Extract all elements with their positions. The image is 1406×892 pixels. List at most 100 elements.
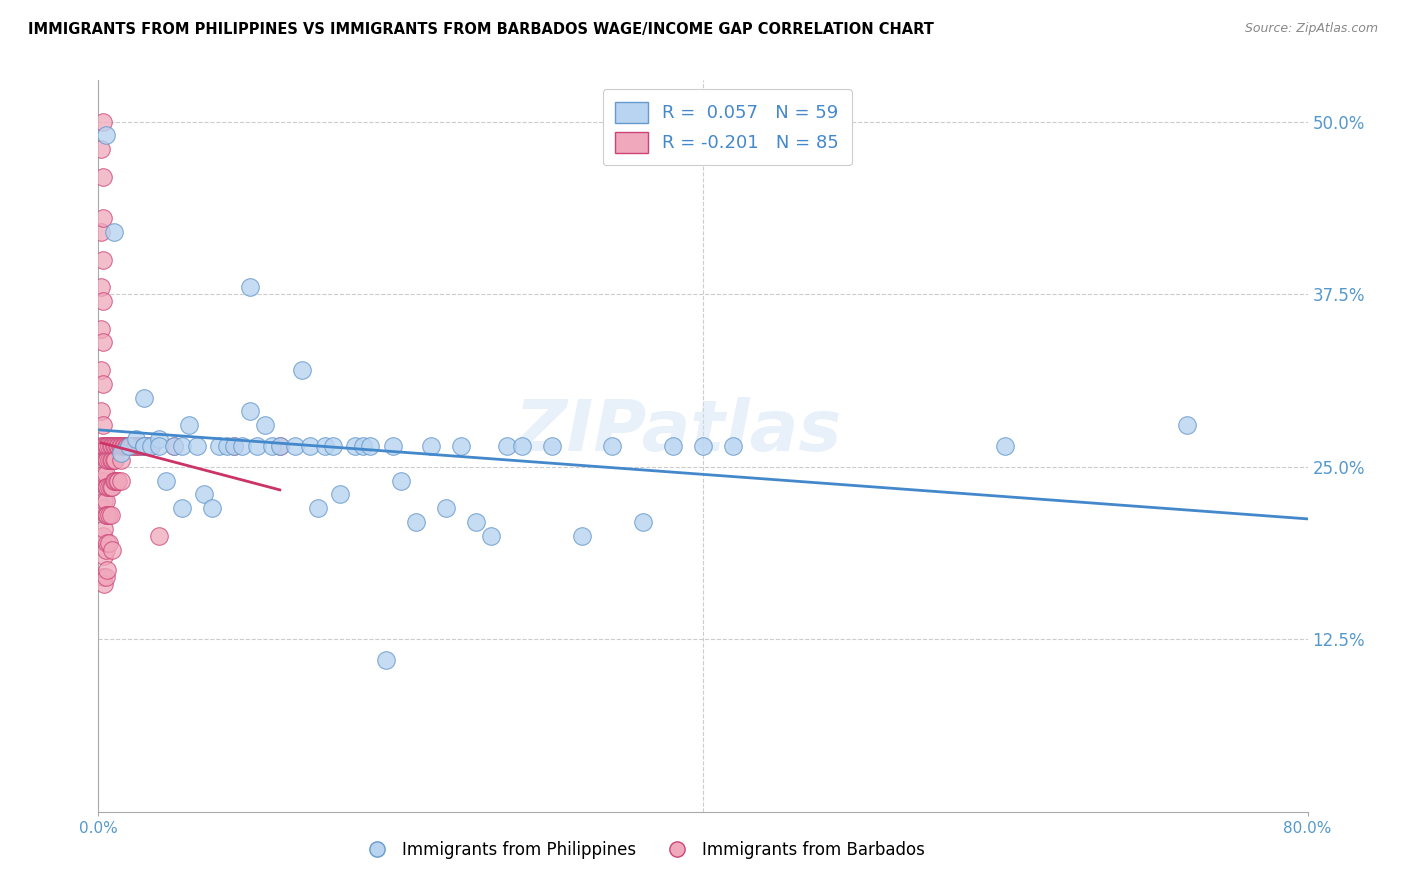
Point xyxy=(110,446,132,460)
Point xyxy=(155,474,177,488)
Point xyxy=(91,439,114,453)
Point xyxy=(93,467,115,481)
Point xyxy=(91,335,114,350)
Point xyxy=(98,535,121,549)
Point xyxy=(100,480,122,494)
Point xyxy=(994,439,1017,453)
Point xyxy=(96,439,118,453)
Point xyxy=(91,211,114,226)
Point xyxy=(91,570,114,584)
Point xyxy=(239,404,262,418)
Point xyxy=(314,439,336,453)
Point xyxy=(215,439,238,453)
Point xyxy=(90,363,112,377)
Point xyxy=(231,439,253,453)
Point xyxy=(540,439,562,453)
Point xyxy=(98,439,121,453)
Point xyxy=(631,515,654,529)
Point xyxy=(135,439,157,453)
Point xyxy=(723,439,745,453)
Point xyxy=(329,487,352,501)
Point xyxy=(96,480,118,494)
Point xyxy=(100,439,122,453)
Point xyxy=(132,439,155,453)
Point xyxy=(481,529,503,543)
Text: Source: ZipAtlas.com: Source: ZipAtlas.com xyxy=(1244,22,1378,36)
Point xyxy=(352,439,374,453)
Point xyxy=(108,439,131,453)
Point xyxy=(148,432,170,446)
Point xyxy=(360,439,382,453)
Point xyxy=(1175,418,1198,433)
Point xyxy=(91,474,114,488)
Point xyxy=(100,508,122,522)
Point xyxy=(284,439,307,453)
Point xyxy=(129,439,152,453)
Point xyxy=(94,494,117,508)
Point xyxy=(104,474,127,488)
Point xyxy=(103,474,125,488)
Point xyxy=(344,439,367,453)
Point xyxy=(118,439,141,453)
Point xyxy=(94,128,117,143)
Point xyxy=(434,501,457,516)
Point xyxy=(94,542,117,557)
Point xyxy=(374,653,396,667)
Point xyxy=(170,501,193,516)
Point xyxy=(148,439,170,453)
Point xyxy=(94,508,117,522)
Point xyxy=(96,535,118,549)
Point xyxy=(93,494,115,508)
Point xyxy=(101,452,124,467)
Point xyxy=(94,480,117,494)
Point xyxy=(114,439,136,453)
Text: IMMIGRANTS FROM PHILIPPINES VS IMMIGRANTS FROM BARBADOS WAGE/INCOME GAP CORRELAT: IMMIGRANTS FROM PHILIPPINES VS IMMIGRANT… xyxy=(28,22,934,37)
Point xyxy=(125,439,148,453)
Point xyxy=(450,439,472,453)
Point xyxy=(132,439,155,453)
Point xyxy=(420,439,443,453)
Point xyxy=(224,439,246,453)
Point xyxy=(90,280,112,294)
Point xyxy=(91,169,114,184)
Point xyxy=(94,467,117,481)
Point xyxy=(91,418,114,433)
Point xyxy=(120,439,142,453)
Point xyxy=(91,294,114,309)
Point xyxy=(105,439,128,453)
Point xyxy=(163,439,186,453)
Point xyxy=(662,439,685,453)
Point xyxy=(112,439,135,453)
Point xyxy=(307,501,329,516)
Point xyxy=(98,480,121,494)
Point xyxy=(103,439,125,453)
Point xyxy=(571,529,593,543)
Point xyxy=(163,439,186,453)
Point xyxy=(111,439,134,453)
Point xyxy=(602,439,624,453)
Point xyxy=(101,542,124,557)
Point xyxy=(94,570,117,584)
Point xyxy=(105,474,128,488)
Point xyxy=(148,529,170,543)
Point xyxy=(510,439,533,453)
Point xyxy=(262,439,284,453)
Point xyxy=(291,363,314,377)
Point xyxy=(90,321,112,335)
Point xyxy=(382,439,405,453)
Point xyxy=(91,501,114,516)
Point xyxy=(93,522,115,536)
Point xyxy=(94,452,117,467)
Point xyxy=(692,439,714,453)
Point xyxy=(246,439,269,453)
Point xyxy=(128,439,150,453)
Point xyxy=(110,439,132,453)
Point xyxy=(201,501,224,516)
Point xyxy=(94,439,117,453)
Point xyxy=(132,391,155,405)
Point xyxy=(90,404,112,418)
Legend: Immigrants from Philippines, Immigrants from Barbados: Immigrants from Philippines, Immigrants … xyxy=(353,834,932,865)
Point xyxy=(224,439,246,453)
Point xyxy=(93,549,115,564)
Point xyxy=(103,225,125,239)
